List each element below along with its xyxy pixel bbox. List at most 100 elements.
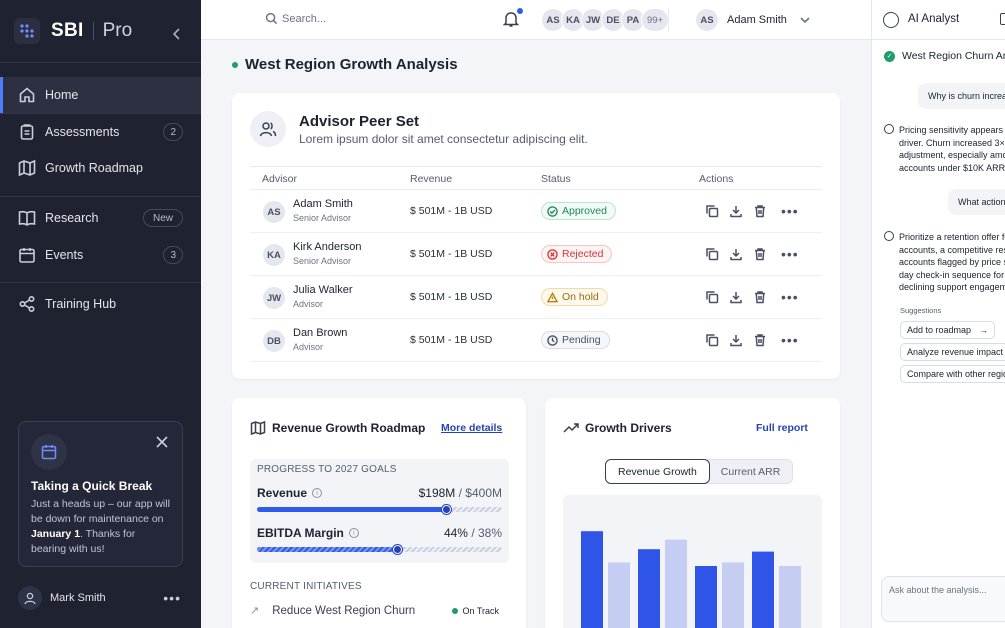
trash-icon[interactable]: [753, 290, 767, 304]
column-header[interactable]: Actions: [699, 173, 734, 185]
table-row[interactable]: KA Kirk Anderson Senior Advisor $ 501M -…: [250, 233, 822, 276]
chart-bar[interactable]: [638, 549, 660, 628]
suggestions-label: Suggestions: [900, 306, 942, 315]
more-icon[interactable]: •••: [781, 246, 799, 262]
suggestion-label: Add to roadmap: [907, 325, 972, 335]
suggestion-chip[interactable]: Compare with other regions: [900, 365, 1005, 383]
advisor-peer-set-card: Advisor Peer Set Lorem ipsum dolor sit a…: [232, 93, 840, 379]
avatar: DB: [262, 329, 286, 353]
row-actions: •••: [705, 203, 799, 219]
table-row[interactable]: DB Dan Brown Advisor $ 501M - 1B USD Pen…: [250, 319, 822, 362]
tab-revenue-growth[interactable]: Revenue Growth: [605, 459, 710, 484]
table-row[interactable]: JW Julia Walker Advisor $ 501M - 1B USD …: [250, 276, 822, 319]
chart-bar[interactable]: [695, 566, 717, 628]
trash-icon[interactable]: [753, 247, 767, 261]
more-details-link[interactable]: More details: [441, 422, 503, 434]
copy-icon[interactable]: [705, 333, 719, 347]
sidebar-item-events[interactable]: Events 3: [0, 237, 201, 273]
chart-bar[interactable]: [752, 551, 774, 628]
advisor-role: Senior Advisor: [293, 213, 352, 223]
more-icon[interactable]: •••: [781, 289, 799, 305]
table-header: Advisor Revenue Status Actions: [250, 166, 822, 190]
initiative-item[interactable]: ↗ Reduce West Region Churn On Track: [250, 604, 509, 618]
chart-bar[interactable]: [665, 539, 687, 628]
more-icon[interactable]: •••: [781, 203, 799, 219]
sidebar-item-growth-roadmap[interactable]: Growth Roadmap: [0, 150, 201, 186]
thread-title[interactable]: ✓ West Region Churn Analysis: [884, 50, 1005, 62]
sidebar-item-research[interactable]: Research New: [0, 200, 201, 236]
info-icon[interactable]: i: [348, 528, 359, 538]
card-title-text: Growth Drivers: [585, 421, 672, 435]
topbar: Search... AS KA JW DE PA 99+ AS Adam Smi…: [201, 0, 871, 40]
revenue-value: $ 501M - 1B USD: [410, 334, 493, 346]
collapse-sidebar-button[interactable]: [168, 25, 186, 43]
download-icon[interactable]: [729, 204, 743, 218]
copy-icon[interactable]: [705, 247, 719, 261]
trash-icon[interactable]: [753, 333, 767, 347]
user-menu[interactable]: AS Adam Smith: [695, 8, 811, 32]
suggestion-chip[interactable]: Analyze revenue impact→: [900, 343, 1005, 361]
metric-current: $198M: [418, 486, 456, 500]
sidebar-item-training-hub[interactable]: Training Hub: [0, 286, 201, 322]
revenue-value: $ 501M - 1B USD: [410, 291, 493, 303]
sidebar-item-assessments[interactable]: Assessments 2: [0, 114, 201, 150]
download-icon[interactable]: [729, 247, 743, 261]
copy-icon[interactable]: [705, 290, 719, 304]
chart-bar[interactable]: [608, 562, 630, 628]
suggestion-chip[interactable]: Add to roadmap →: [900, 321, 996, 339]
notice-text-pre: Just a heads up – our app will be down f…: [31, 498, 170, 525]
sidebar-item-label: Training Hub: [45, 297, 117, 311]
chart-bar[interactable]: [722, 562, 744, 628]
page-title-text: West Region Growth Analysis: [245, 56, 458, 73]
check-icon: ✓: [884, 50, 895, 62]
progress-knob[interactable]: [441, 505, 451, 514]
more-icon[interactable]: •••: [781, 332, 799, 348]
notification-dot: [517, 8, 523, 14]
sidebar-divider: [0, 282, 201, 283]
collaborator-avatars[interactable]: AS KA JW DE PA 99+: [541, 8, 669, 32]
brand-logo-icon: [14, 18, 40, 44]
brand[interactable]: SBI Pro: [14, 18, 132, 44]
sidebar-item-home[interactable]: Home: [0, 77, 201, 113]
sidebar-item-label: Research: [45, 211, 99, 225]
more-avatars-badge[interactable]: 99+: [641, 8, 669, 32]
status-badge: Pending: [541, 331, 610, 349]
close-icon[interactable]: [155, 435, 169, 449]
column-header[interactable]: Status: [541, 173, 571, 185]
column-header[interactable]: Advisor: [262, 173, 298, 185]
bell-icon[interactable]: [502, 10, 520, 28]
input-placeholder: Ask about the analysis...: [889, 585, 987, 595]
row-actions: •••: [705, 289, 799, 305]
chart-bar[interactable]: [779, 566, 801, 628]
avatar: AS: [695, 8, 719, 32]
ai-message-line: driver. Churn increased 3× after the: [899, 137, 1005, 148]
sidebar-user-name: Mark Smith: [50, 592, 106, 604]
ai-message: Pricing sensitivity appears to be the dr…: [884, 124, 1005, 174]
progress-knob[interactable]: [392, 545, 402, 554]
status-badge: Rejected: [541, 245, 613, 263]
ai-message: Prioritize a retention offer for at-risk…: [884, 231, 1005, 294]
avatar[interactable]: AS: [541, 8, 565, 32]
download-icon[interactable]: [729, 333, 743, 347]
table-row[interactable]: AS Adam Smith Senior Advisor $ 501M - 1B…: [250, 190, 822, 233]
chart-bar[interactable]: [581, 531, 603, 628]
info-icon[interactable]: i: [312, 488, 323, 498]
download-icon[interactable]: [729, 290, 743, 304]
advisor-name: Dan Brown: [293, 327, 348, 339]
chart-tabs: Revenue Growth Current ARR: [605, 459, 794, 484]
ai-message-line: Prioritize a retention offer for at-risk: [899, 232, 1005, 242]
full-report-link[interactable]: Full report: [756, 422, 808, 434]
ask-analysis-input[interactable]: Ask about the analysis...: [881, 576, 1005, 622]
search-icon: [265, 12, 278, 25]
search-input[interactable]: Search...: [265, 12, 326, 25]
tab-current-arr[interactable]: Current ARR: [720, 465, 781, 478]
copy-icon[interactable]: [705, 204, 719, 218]
column-header[interactable]: Revenue: [410, 173, 453, 185]
more-icon[interactable]: •••: [163, 590, 181, 606]
revenue-roadmap-card: Revenue Growth Roadmap More details PROG…: [232, 398, 526, 628]
book-icon: [18, 210, 36, 226]
panel-toggle-icon[interactable]: [1000, 13, 1005, 25]
sidebar-user[interactable]: Mark Smith •••: [18, 585, 183, 611]
warning-icon: [547, 291, 558, 302]
trash-icon[interactable]: [753, 204, 767, 218]
